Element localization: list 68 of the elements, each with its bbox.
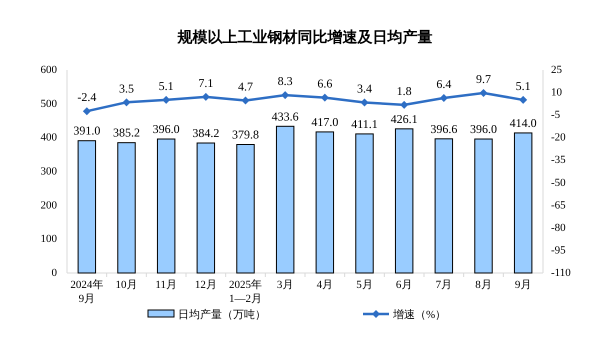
- legend-label: 增速（%）: [392, 308, 446, 321]
- data-label: 3.4: [357, 81, 372, 96]
- x-tick-label: 3月: [276, 279, 294, 291]
- x-tick-label: 10月: [116, 279, 138, 291]
- data-label: 379.8: [232, 128, 259, 142]
- y2-tick-label: -20: [551, 132, 566, 144]
- point: [320, 94, 329, 102]
- point: [480, 89, 488, 98]
- data-label: 414.0: [510, 116, 537, 130]
- point: [82, 107, 91, 116]
- data-label: 433.6: [272, 109, 299, 124]
- data-label: 396.0: [152, 122, 180, 136]
- data-label: 426.1: [390, 112, 418, 126]
- x-tick-label: 9月: [514, 279, 532, 291]
- point: [519, 96, 528, 104]
- data-label: 5.1: [158, 78, 174, 93]
- y2-tick-label: -50: [551, 176, 566, 189]
- y-tick-label: 400: [40, 132, 58, 144]
- point: [440, 94, 448, 102]
- x-tick-label: 7月: [436, 279, 452, 291]
- chart-title: 规模以上工业钢材同比增速及日均产量: [176, 29, 432, 46]
- point: [122, 98, 130, 106]
- data-label: 391.0: [73, 124, 100, 138]
- data-label: 6.4: [436, 76, 452, 91]
- x-tick-label: 2024年 9月: [70, 279, 104, 305]
- y-tick-label: 0: [52, 267, 58, 279]
- x-tick-label: 8月: [475, 279, 492, 291]
- data-label: 4.7: [238, 80, 253, 94]
- y2-tick-label: -65: [551, 199, 566, 212]
- x-tick-label: 6月: [396, 279, 412, 291]
- data-label: 6.6: [317, 76, 332, 91]
- data-label: 3.5: [119, 81, 134, 96]
- data-label: 9.7: [476, 72, 491, 86]
- x-tick-label: 2025年 1—2月: [229, 279, 262, 305]
- data-label: 411.1: [351, 116, 378, 131]
- point: [202, 92, 210, 101]
- x-tick-label: 4月: [316, 279, 334, 291]
- point: [242, 96, 250, 105]
- point: [281, 91, 290, 100]
- y2-tick-label: 25: [551, 64, 562, 76]
- y2-tick-label: -95: [551, 244, 566, 256]
- data-label: 8.3: [278, 74, 293, 88]
- point: [400, 100, 408, 109]
- y-tick-label: 600: [40, 64, 58, 76]
- y2-tick-label: -110: [551, 267, 572, 279]
- y-tick-label: 100: [40, 233, 58, 246]
- y2-tick-label: -80: [551, 222, 566, 234]
- data-label: -2.4: [77, 90, 96, 104]
- x-tick-label: 11月: [155, 279, 177, 291]
- y2-tick-label: 10: [551, 86, 562, 99]
- point: [162, 96, 170, 104]
- data-label: 396.6: [430, 122, 458, 136]
- data-label: 385.2: [113, 126, 140, 140]
- x-tick-label: 12月: [194, 279, 217, 291]
- point: [360, 98, 368, 106]
- data-label: 7.1: [198, 76, 214, 90]
- data-label: 384.2: [192, 126, 220, 140]
- data-label: 1.8: [396, 84, 412, 98]
- y-tick-label: 300: [40, 166, 58, 178]
- y-tick-label: 200: [40, 199, 58, 212]
- y2-tick-label: -5: [551, 109, 561, 122]
- y2-tick-label: -35: [551, 154, 566, 166]
- legend-label: 日均产量（万吨）: [178, 308, 266, 321]
- y-tick-label: 500: [40, 98, 58, 110]
- data-label: 396.0: [470, 122, 497, 136]
- data-label: 5.1: [516, 78, 531, 93]
- data-label: 417.0: [311, 114, 338, 129]
- x-tick-label: 5月: [356, 279, 373, 291]
